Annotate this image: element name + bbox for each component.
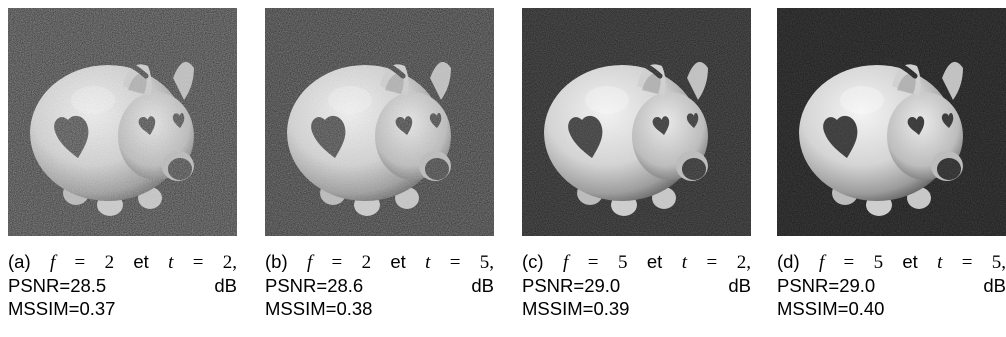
equals-sign: = [961, 252, 973, 273]
psnr-value: PSNR=29.0 [777, 275, 876, 296]
figure-panel-d: (d) f = 5 et t = 5, PSNR=29.0 dB MSSIM=0… [777, 8, 1006, 320]
var-f: f [49, 252, 56, 273]
var-t: t [425, 252, 431, 273]
piggy-bank-image [777, 8, 1006, 236]
var-t: t [168, 252, 174, 273]
piggy-bank-image [522, 8, 751, 236]
equals-sign: = [331, 252, 343, 273]
f-value: 2 [104, 252, 115, 273]
mssim-value: MSSIM=0.38 [265, 298, 373, 319]
figure-panel-a: (a) f = 2 et t = 2, PSNR=28.5 dB MSSIM=0… [8, 8, 237, 320]
psnr-unit: dB [983, 275, 1006, 296]
psnr-value: PSNR=28.6 [265, 275, 364, 296]
f-value: 2 [361, 252, 372, 273]
equals-sign: = [449, 252, 461, 273]
panel-label: (d) [777, 251, 800, 272]
psnr-unit: dB [728, 275, 751, 296]
conjunction: et [133, 251, 149, 272]
var-f: f [563, 252, 569, 273]
piggy-bank-image [8, 8, 237, 236]
t-value: 2, [222, 252, 237, 273]
var-f: f [818, 252, 825, 273]
figure-panel-c: (c) f = 5 et t = 2, PSNR=29.0 dB MSSIM=0… [522, 8, 751, 320]
t-value: 5, [991, 252, 1006, 273]
t-value: 2, [736, 252, 751, 273]
equals-sign: = [74, 252, 86, 273]
psnr-value: PSNR=28.5 [8, 275, 107, 296]
f-value: 5 [617, 252, 628, 273]
panel-label: (b) [265, 251, 288, 272]
piggy-bank-image [265, 8, 494, 236]
psnr-unit: dB [214, 275, 237, 296]
t-value: 5, [479, 252, 494, 273]
mssim-value: MSSIM=0.39 [522, 298, 630, 319]
figure-panel-b: (b) f = 2 et t = 5, PSNR=28.6 dB MSSIM=0… [265, 8, 494, 320]
mssim-value: MSSIM=0.40 [777, 298, 885, 319]
panel-caption: (a) f = 2 et t = 2, PSNR=28.5 dB MSSIM=0… [8, 250, 237, 320]
equals-sign: = [706, 252, 718, 273]
equals-sign: = [843, 252, 855, 273]
panel-caption: (c) f = 5 et t = 2, PSNR=29.0 dB MSSIM=0… [522, 250, 751, 320]
panel-caption: (d) f = 5 et t = 5, PSNR=29.0 dB MSSIM=0… [777, 250, 1006, 320]
conjunction: et [390, 251, 406, 272]
panel-label: (c) [522, 251, 544, 272]
equals-sign: = [192, 252, 204, 273]
mssim-value: MSSIM=0.37 [8, 298, 116, 319]
psnr-unit: dB [471, 275, 494, 296]
psnr-value: PSNR=29.0 [522, 275, 621, 296]
conjunction: et [902, 251, 918, 272]
f-value: 5 [873, 252, 884, 273]
var-t: t [681, 252, 688, 273]
panel-caption: (b) f = 2 et t = 5, PSNR=28.6 dB MSSIM=0… [265, 250, 494, 320]
conjunction: et [646, 251, 663, 272]
var-f: f [306, 252, 313, 273]
panel-label: (a) [8, 251, 31, 272]
equals-sign: = [587, 252, 599, 273]
var-t: t [937, 252, 943, 273]
